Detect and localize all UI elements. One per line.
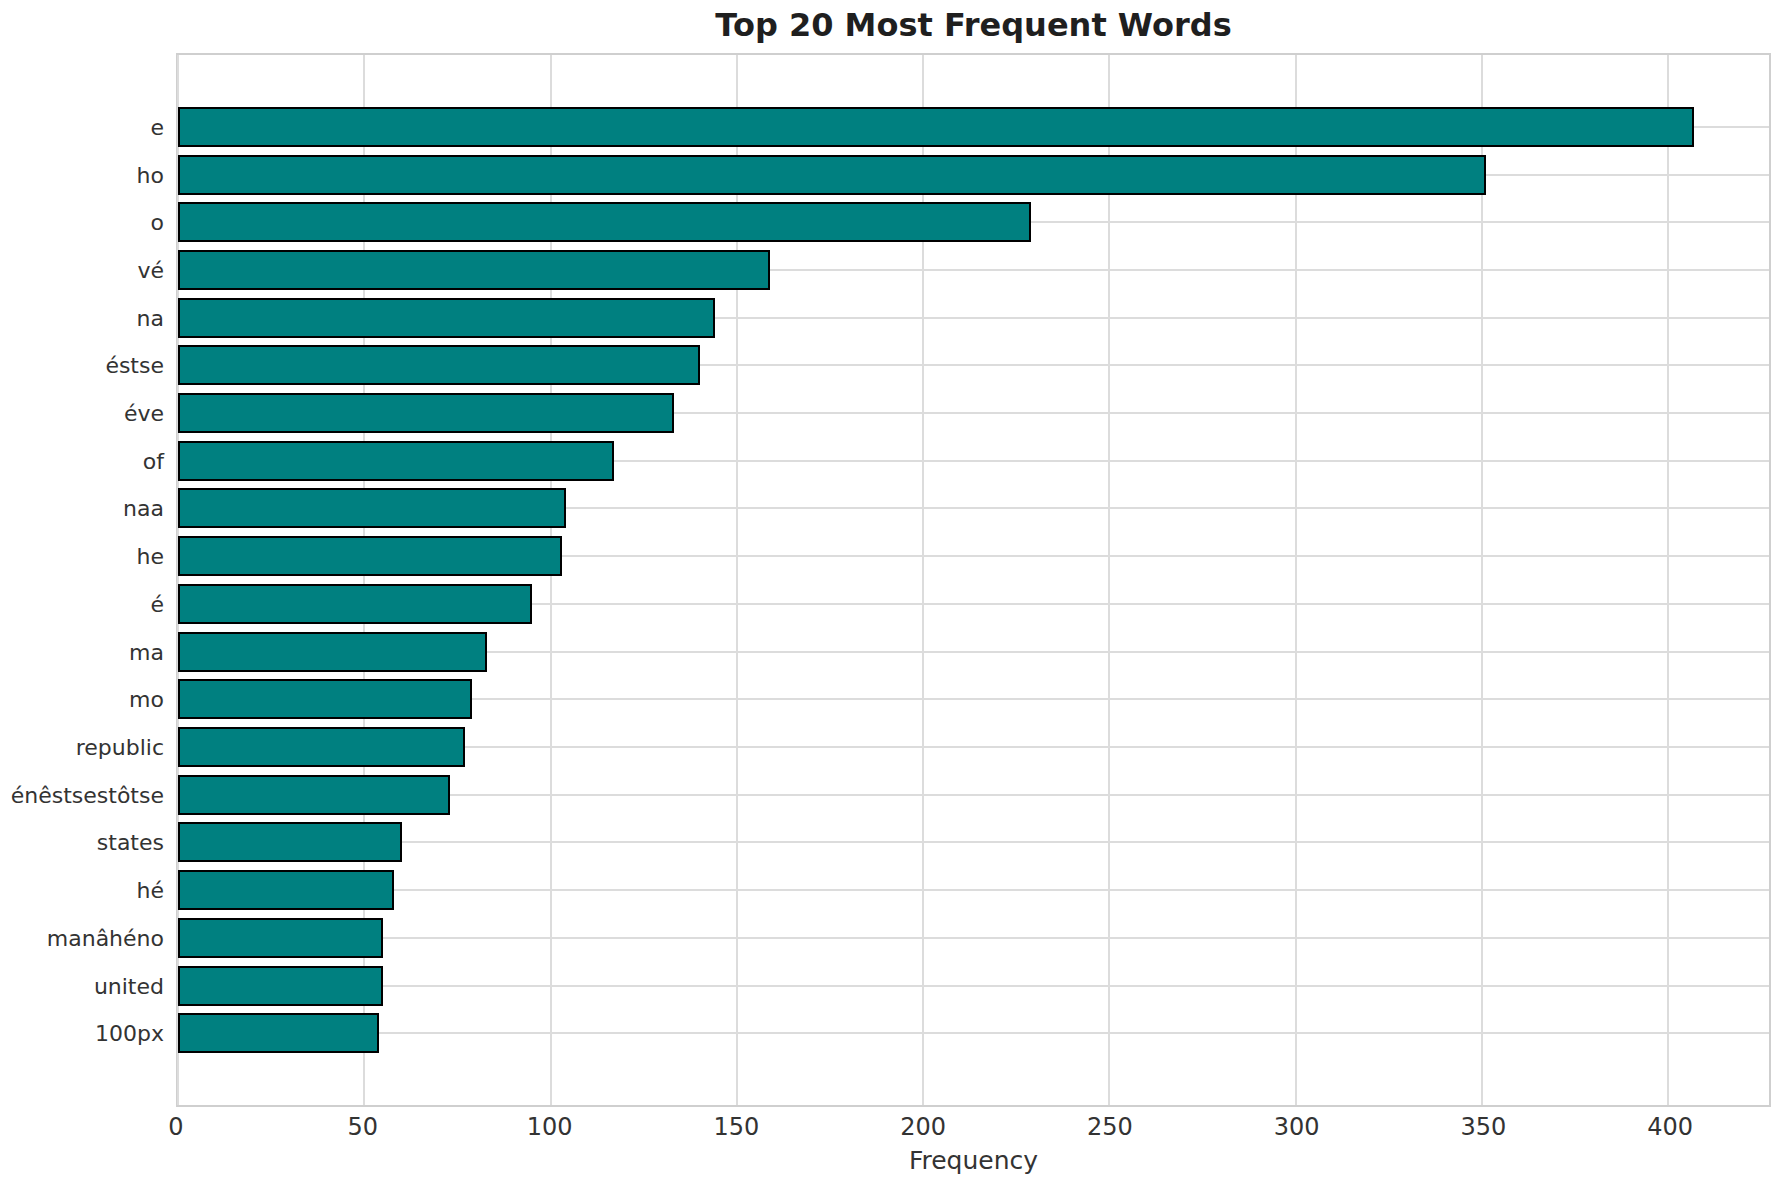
y-tick-label: o bbox=[151, 210, 164, 235]
x-axis-ticks: 050100150200250300350400 bbox=[176, 1113, 1771, 1143]
figure: Top 20 Most Frequent Words ehoovénaéstse… bbox=[0, 0, 1785, 1185]
y-tick-label: of bbox=[143, 448, 164, 473]
bar-row: na bbox=[178, 294, 1769, 342]
plot-area: ehoovénaéstseéveofnaaheémamorepublicénês… bbox=[176, 53, 1771, 1107]
bar-row: o bbox=[178, 198, 1769, 246]
bar-row: 100px bbox=[178, 1009, 1769, 1057]
y-tick-label: éve bbox=[124, 401, 164, 426]
bar bbox=[178, 870, 394, 910]
x-tick-label: 100 bbox=[527, 1113, 573, 1141]
bar bbox=[178, 441, 614, 481]
bar bbox=[178, 107, 1694, 147]
bar-row: e bbox=[178, 103, 1769, 151]
bar-row: ma bbox=[178, 628, 1769, 676]
y-tick-label: republic bbox=[76, 734, 164, 759]
bar bbox=[178, 822, 402, 862]
y-tick-label: 100px bbox=[95, 1021, 164, 1046]
bar bbox=[178, 632, 487, 672]
y-tick-label: ma bbox=[129, 639, 164, 664]
bar-row: states bbox=[178, 819, 1769, 867]
bar bbox=[178, 250, 770, 290]
bar-rows: ehoovénaéstseéveofnaaheémamorepublicénês… bbox=[178, 55, 1769, 1105]
bar bbox=[178, 202, 1031, 242]
bar-row: énêstsestôtse bbox=[178, 771, 1769, 819]
bar bbox=[178, 393, 674, 433]
x-tick-label: 350 bbox=[1460, 1113, 1506, 1141]
bar-row: éve bbox=[178, 389, 1769, 437]
y-tick-label: manâhéno bbox=[47, 925, 164, 950]
x-tick-label: 150 bbox=[713, 1113, 759, 1141]
x-tick-label: 400 bbox=[1647, 1113, 1693, 1141]
y-tick-label: vé bbox=[137, 257, 164, 282]
bar-row: manâhéno bbox=[178, 914, 1769, 962]
y-tick-label: éstse bbox=[105, 353, 164, 378]
bar-row: united bbox=[178, 962, 1769, 1010]
bar bbox=[178, 679, 472, 719]
bar bbox=[178, 155, 1486, 195]
y-tick-label: é bbox=[150, 591, 164, 616]
bar bbox=[178, 918, 383, 958]
bar-row: vé bbox=[178, 246, 1769, 294]
bar-row: republic bbox=[178, 723, 1769, 771]
chart-title: Top 20 Most Frequent Words bbox=[176, 6, 1771, 44]
x-tick-label: 250 bbox=[1087, 1113, 1133, 1141]
bar bbox=[178, 775, 450, 815]
y-tick-label: na bbox=[137, 305, 164, 330]
y-tick-label: he bbox=[137, 544, 164, 569]
bar-row: hé bbox=[178, 866, 1769, 914]
bar-row: mo bbox=[178, 675, 1769, 723]
y-tick-label: mo bbox=[129, 687, 164, 712]
x-tick-label: 50 bbox=[347, 1113, 378, 1141]
bar-row: éstse bbox=[178, 342, 1769, 390]
y-tick-label: hé bbox=[137, 878, 164, 903]
bar bbox=[178, 966, 383, 1006]
y-tick-label: ho bbox=[137, 162, 164, 187]
bar bbox=[178, 1013, 379, 1053]
bar bbox=[178, 345, 700, 385]
y-tick-label: states bbox=[97, 830, 164, 855]
x-axis-label: Frequency bbox=[176, 1146, 1771, 1175]
bar-row: of bbox=[178, 437, 1769, 485]
x-tick-label: 0 bbox=[168, 1113, 183, 1141]
bar-row: naa bbox=[178, 485, 1769, 533]
bar-row: ho bbox=[178, 151, 1769, 199]
bar bbox=[178, 536, 562, 576]
x-tick-label: 300 bbox=[1274, 1113, 1320, 1141]
y-tick-label: énêstsestôtse bbox=[11, 782, 164, 807]
bar bbox=[178, 298, 715, 338]
y-tick-label: e bbox=[150, 114, 164, 139]
x-tick-label: 200 bbox=[900, 1113, 946, 1141]
bar-row: he bbox=[178, 532, 1769, 580]
bar bbox=[178, 584, 532, 624]
y-tick-label: united bbox=[94, 973, 164, 998]
bar bbox=[178, 727, 465, 767]
bar bbox=[178, 488, 566, 528]
bar-row: é bbox=[178, 580, 1769, 628]
y-tick-label: naa bbox=[123, 496, 164, 521]
